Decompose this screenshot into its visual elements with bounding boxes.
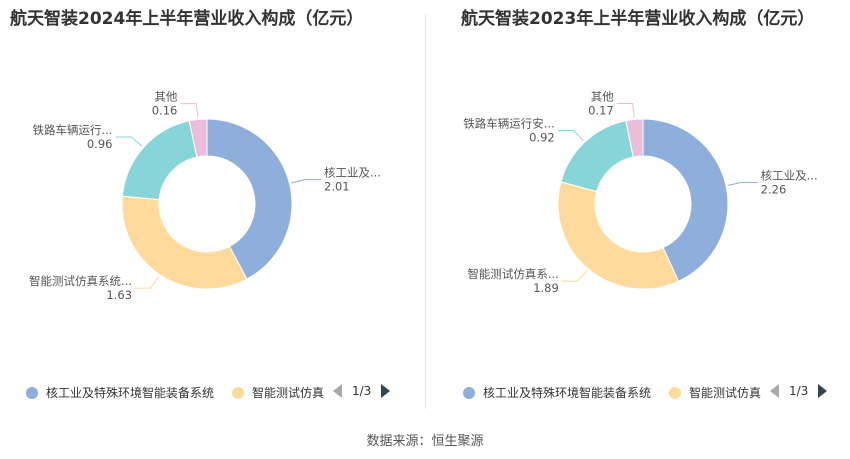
slice-label: 铁路车辆运行... <box>32 123 112 137</box>
legend-2024: 核工业及特殊环境智能装备系统 智能测试仿真 1/3 <box>0 384 425 402</box>
data-source-note: 数据来源：恒生聚源 <box>366 434 484 449</box>
donut-slice[interactable] <box>188 118 208 158</box>
chart-title: 航天智装2024年上半年营业收入构成（亿元） <box>10 9 364 29</box>
donut-chart-2024: 核工业及...2.01 智能测试仿真系统...1.63 铁路车辆运行...0.96 其… <box>29 90 381 303</box>
label-leader-line <box>727 181 758 186</box>
chart-title: 航天智装2023年上半年营业收入构成（亿元） <box>461 9 815 29</box>
legend-pager: 1/3 <box>333 384 391 398</box>
slice-label: 核工业及... <box>761 168 818 182</box>
chart-panel-2024: 航天智装2024年上半年营业收入构成（亿元） 核工业及... 2.01 智能测试仿真… <box>0 0 425 420</box>
legend-page-indicator: 1/3 <box>352 384 372 398</box>
legend-label: 核工业及特殊环境智能装备系统 <box>483 386 652 400</box>
slice-value-label: 0.17 <box>588 104 614 118</box>
legend-2023: 核工业及特殊环境智能装备系统 智能测试仿真 1/3 <box>425 384 850 402</box>
donut-slice[interactable] <box>625 118 644 158</box>
slice-value-label: 1.63 <box>106 288 132 302</box>
label-leader-line <box>135 276 160 289</box>
label-leader-line <box>561 270 588 282</box>
slice-value-label: 1.89 <box>533 281 559 295</box>
legend-item-testing[interactable]: 智能测试仿真 <box>669 384 761 401</box>
slice-value-label: 0.16 <box>152 104 178 118</box>
slice-value-label: 0.96 <box>87 137 113 151</box>
legend-prev-arrow-icon[interactable] <box>333 384 342 398</box>
panel-divider <box>425 14 426 409</box>
slice-value-label: 0.92 <box>529 130 555 144</box>
slice-label: 其他 <box>591 90 614 104</box>
chart-panel-2023: 航天智装2023年上半年营业收入构成（亿元） 核工业及... 2.26 智能测试仿真… <box>425 0 850 420</box>
label-leader-line <box>291 179 322 184</box>
donut-slice[interactable] <box>121 195 248 290</box>
legend-prev-arrow-icon[interactable] <box>770 384 779 398</box>
slice-label: 智能测试仿真系... <box>467 267 558 281</box>
legend-swatch <box>669 386 681 399</box>
slice-label: 核工业及... <box>324 166 381 180</box>
donut-slice[interactable] <box>121 120 198 201</box>
slice-label: 铁路车辆运行安... <box>463 116 554 130</box>
donut-slice[interactable] <box>560 120 634 193</box>
legend-pager: 1/3 <box>770 384 828 398</box>
legend-label: 智能测试仿真 <box>252 386 325 400</box>
legend-next-arrow-icon[interactable] <box>381 384 391 398</box>
slice-value-label: 2.01 <box>324 180 350 194</box>
slice-label: 其他 <box>154 90 177 104</box>
legend-item-testing[interactable]: 智能测试仿真 <box>232 384 324 401</box>
slice-value-label: 2.26 <box>761 182 787 196</box>
label-leader-line <box>180 103 199 118</box>
donut-slice[interactable] <box>557 181 680 290</box>
label-leader-line <box>557 129 584 142</box>
slice-label: 智能测试仿真系统... <box>29 274 132 288</box>
label-leader-line <box>616 103 635 118</box>
donut-slice[interactable] <box>642 118 729 282</box>
legend-swatch <box>232 386 244 399</box>
donut-chart-2023: 核工业及...2.26 智能测试仿真系...1.89 铁路车辆运行安...0.92 其… <box>463 90 818 296</box>
legend-swatch <box>26 386 38 399</box>
legend-swatch <box>463 386 475 399</box>
legend-item-nuclear[interactable]: 核工业及特殊环境智能装备系统 <box>463 384 651 401</box>
donut-slice[interactable] <box>206 118 293 280</box>
label-leader-line <box>115 136 143 147</box>
legend-page-indicator: 1/3 <box>789 384 809 398</box>
legend-label: 核工业及特殊环境智能装备系统 <box>46 386 215 400</box>
legend-item-nuclear[interactable]: 核工业及特殊环境智能装备系统 <box>26 384 214 401</box>
legend-label: 智能测试仿真 <box>689 386 762 400</box>
legend-next-arrow-icon[interactable] <box>818 384 828 398</box>
